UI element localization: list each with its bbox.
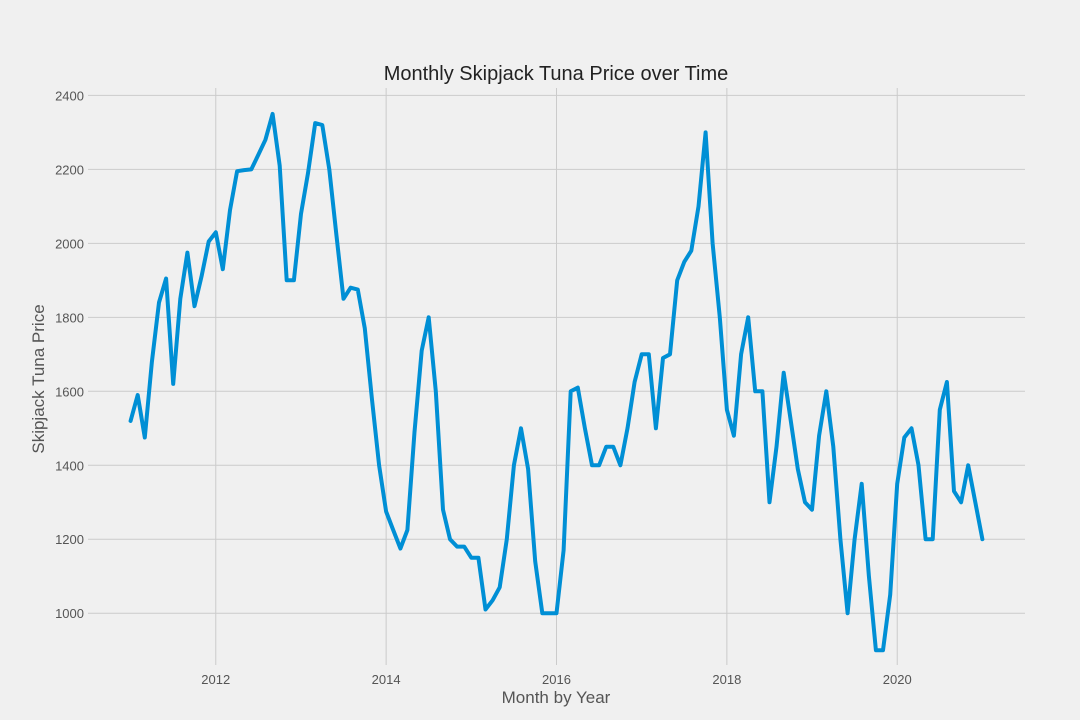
y-tick-label: 1200	[55, 532, 84, 547]
y-tick-label: 1000	[55, 606, 84, 621]
y-tick-label: 1400	[55, 458, 84, 473]
chart-title: Monthly Skipjack Tuna Price over Time	[384, 63, 729, 85]
y-tick-label: 2400	[55, 88, 84, 103]
x-axis-label: Month by Year	[502, 688, 611, 707]
x-tick-label: 2012	[201, 672, 230, 687]
grid	[88, 88, 1025, 665]
y-tick-label: 1600	[55, 384, 84, 399]
y-tick-label: 2200	[55, 162, 84, 177]
x-tick-label: 2020	[883, 672, 912, 687]
tick-labels: 1000 1200 1400 1600 1800 2000 2200 2400 2012 2014…	[55, 88, 912, 687]
x-tick-label: 2018	[712, 672, 741, 687]
y-axis-label: Skipjack Tuna Price	[29, 304, 48, 453]
price-series-line	[128, 111, 985, 653]
y-tick-label: 2000	[55, 236, 84, 251]
x-tick-label: 2014	[372, 672, 401, 687]
y-tick-label: 1800	[55, 310, 84, 325]
x-tick-label: 2016	[542, 672, 571, 687]
